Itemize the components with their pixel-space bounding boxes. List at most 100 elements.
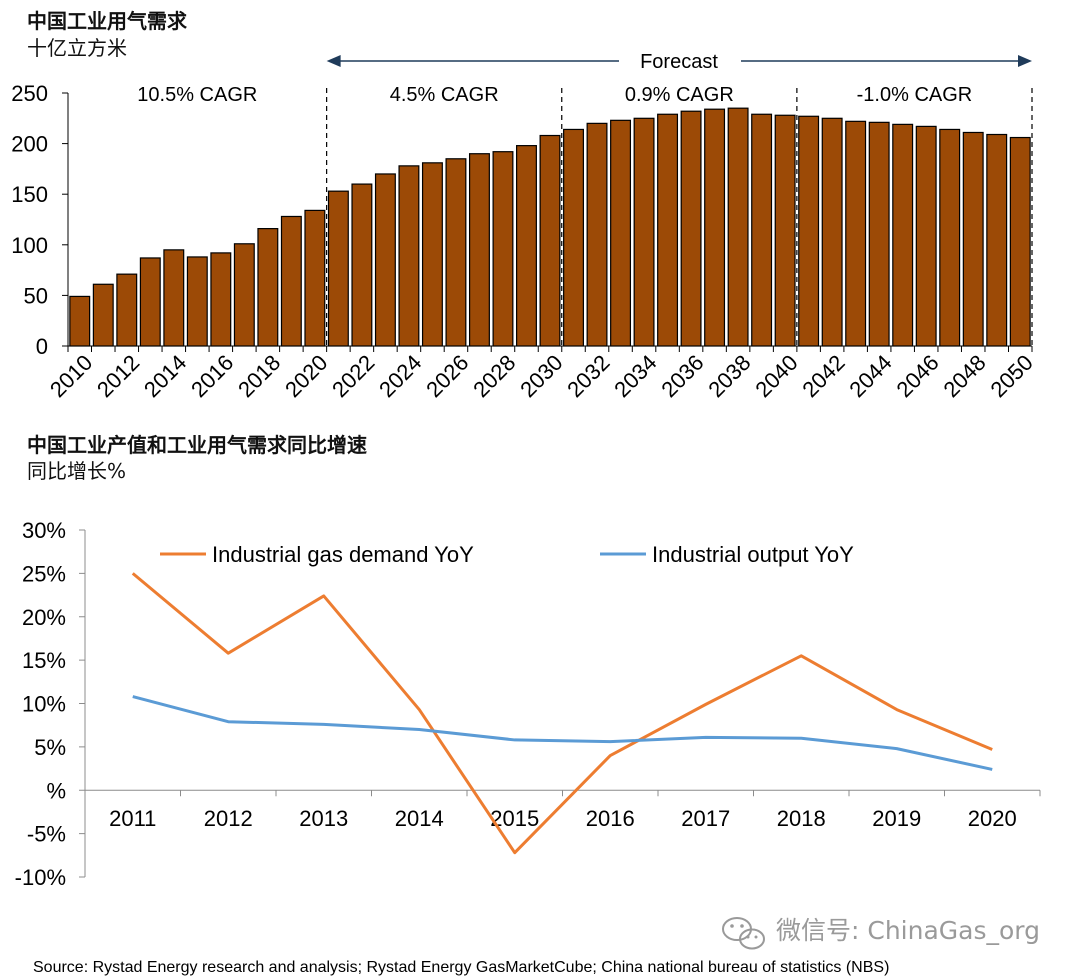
- bar-x-tick-label: 2046: [891, 350, 943, 402]
- bar: [257, 228, 279, 347]
- bar: [398, 165, 420, 347]
- bar: [986, 133, 1008, 347]
- bar: [704, 108, 726, 347]
- line-x-tick-label: 2017: [681, 806, 730, 831]
- bar: [868, 121, 890, 347]
- bar: [586, 122, 608, 347]
- bar-chart-subtitle: 十亿立方米: [27, 36, 127, 60]
- forecast-arrow: Forecast: [326, 51, 1032, 73]
- bar: [92, 283, 114, 347]
- watermark-text: 微信号: ChinaGas_org: [776, 916, 1040, 945]
- bar: [798, 115, 820, 347]
- bar-x-tick-label: 2010: [45, 350, 97, 402]
- bar: [233, 243, 255, 347]
- series-line: [132, 695, 993, 771]
- line-y-tick-label: 15%: [22, 648, 66, 673]
- cagr-label: 4.5% CAGR: [390, 84, 499, 106]
- bar: [774, 114, 796, 347]
- bar-x-tick-label: 2032: [562, 350, 614, 402]
- bar-y-tick-label: 200: [11, 132, 48, 157]
- bar-x-tick-label: 2016: [186, 350, 238, 402]
- line-x-tick-label: 2012: [204, 806, 253, 831]
- line-x-tick-label: 2019: [872, 806, 921, 831]
- bar-x-tick-label: 2028: [468, 350, 520, 402]
- bar-x-tick-label: 2040: [750, 350, 802, 402]
- bar: [280, 215, 302, 347]
- bar-x-tick-label: 2042: [797, 350, 849, 402]
- line-y-tick-label: 10%: [22, 692, 66, 717]
- bar: [563, 128, 584, 347]
- bar-x-tick-label: 2036: [656, 350, 708, 402]
- line-chart: 中国工业产值和工业用气需求同比增速 同比增长% -10% -5%% 5% 10% 15%…: [15, 433, 1041, 890]
- line-x-tick-label: 2013: [299, 806, 348, 831]
- bar: [821, 117, 843, 347]
- bar-x-tick-label: 2022: [327, 350, 379, 402]
- line-x-tick-label: 2020: [968, 806, 1017, 831]
- bar-y-tick-label: 0: [36, 334, 48, 359]
- bar: [374, 173, 396, 347]
- line-series: [131, 572, 993, 855]
- cagr-label: 10.5% CAGR: [137, 84, 257, 106]
- bar-x-tick-label: 2048: [938, 350, 990, 402]
- bar: [69, 295, 91, 347]
- bar-x-tick-label: 2030: [515, 350, 567, 402]
- line-y-tick-label: 5%: [34, 735, 66, 760]
- bar-chart: 中国工业用气需求 十亿立方米 Forecast 10.5% CAGR 4.5% C…: [11, 9, 1037, 402]
- forecast-label: Forecast: [640, 51, 718, 73]
- bar: [845, 120, 867, 347]
- forecast-arrowhead-right: [1018, 55, 1032, 67]
- bar: [445, 158, 467, 347]
- source-note: Source: Rystad Energy research and analy…: [33, 959, 889, 976]
- line-y-tick-label: 20%: [22, 605, 66, 630]
- line-y-tick-label: -10%: [15, 865, 66, 890]
- bar: [962, 131, 984, 347]
- bar-x-tick-label: 2024: [374, 350, 426, 402]
- bar-chart-title: 中国工业用气需求: [27, 9, 188, 33]
- bar: [492, 151, 514, 347]
- bar-x-tick-label: 2014: [139, 350, 191, 402]
- line-x-tick-label: 2014: [395, 806, 444, 831]
- bar: [163, 249, 185, 347]
- cagr-label: 0.9% CAGR: [625, 84, 734, 106]
- bar: [351, 183, 373, 347]
- line-x-tick-label: 2011: [109, 806, 156, 831]
- bar: [892, 123, 914, 347]
- bar: [139, 257, 161, 347]
- bar: [304, 209, 326, 347]
- line-legend: Industrial gas demand YoY Industrial outp…: [160, 542, 854, 567]
- legend-label: Industrial gas demand YoY: [212, 542, 474, 567]
- bar: [751, 113, 773, 347]
- bar-x-tick-label: 2018: [233, 350, 285, 402]
- bar: [915, 125, 937, 347]
- watermark: 微信号: ChinaGas_org: [722, 916, 1040, 950]
- series-line: [131, 572, 993, 855]
- bar: [610, 119, 632, 347]
- bar: [727, 107, 749, 347]
- line-y-tick-label: -5%: [27, 822, 66, 847]
- forecast-arrowhead-left: [326, 55, 341, 67]
- cagr-label: -1.0% CAGR: [857, 84, 973, 106]
- line-chart-subtitle: 同比增长%: [27, 459, 126, 483]
- bar-x-tick-label: 2012: [92, 350, 144, 402]
- bar-x-axis: 2010201220142016201820202022202420262028…: [45, 345, 1038, 402]
- wechat-icon: [722, 917, 765, 950]
- line-y-tick-label: 25%: [22, 561, 66, 586]
- bar-x-tick-label: 2044: [844, 350, 896, 402]
- cagr-segments: 10.5% CAGR 4.5% CAGR 0.9% CAGR -1.0% CAGR: [137, 84, 1033, 346]
- bar-x-tick-label: 2038: [703, 350, 755, 402]
- bar-y-tick-label: 150: [11, 182, 48, 207]
- bar: [116, 273, 138, 347]
- bar: [539, 134, 561, 347]
- line-x-axis: 2011 2012 2013 2014 2015 2016 2017 2018 2019 2020: [84, 789, 1041, 831]
- bar-series: [69, 107, 1031, 347]
- bar: [657, 113, 679, 347]
- bar: [939, 128, 961, 347]
- bar-y-tick-label: 50: [24, 283, 48, 308]
- bar-y-tick-label: 100: [11, 233, 48, 258]
- bar-x-tick-label: 2050: [985, 350, 1037, 402]
- line-y-axis: -10% -5%% 5% 10% 15% 20% 25% 30%: [15, 518, 86, 890]
- bar: [633, 117, 655, 347]
- bar: [210, 252, 232, 347]
- bar: [1009, 136, 1031, 347]
